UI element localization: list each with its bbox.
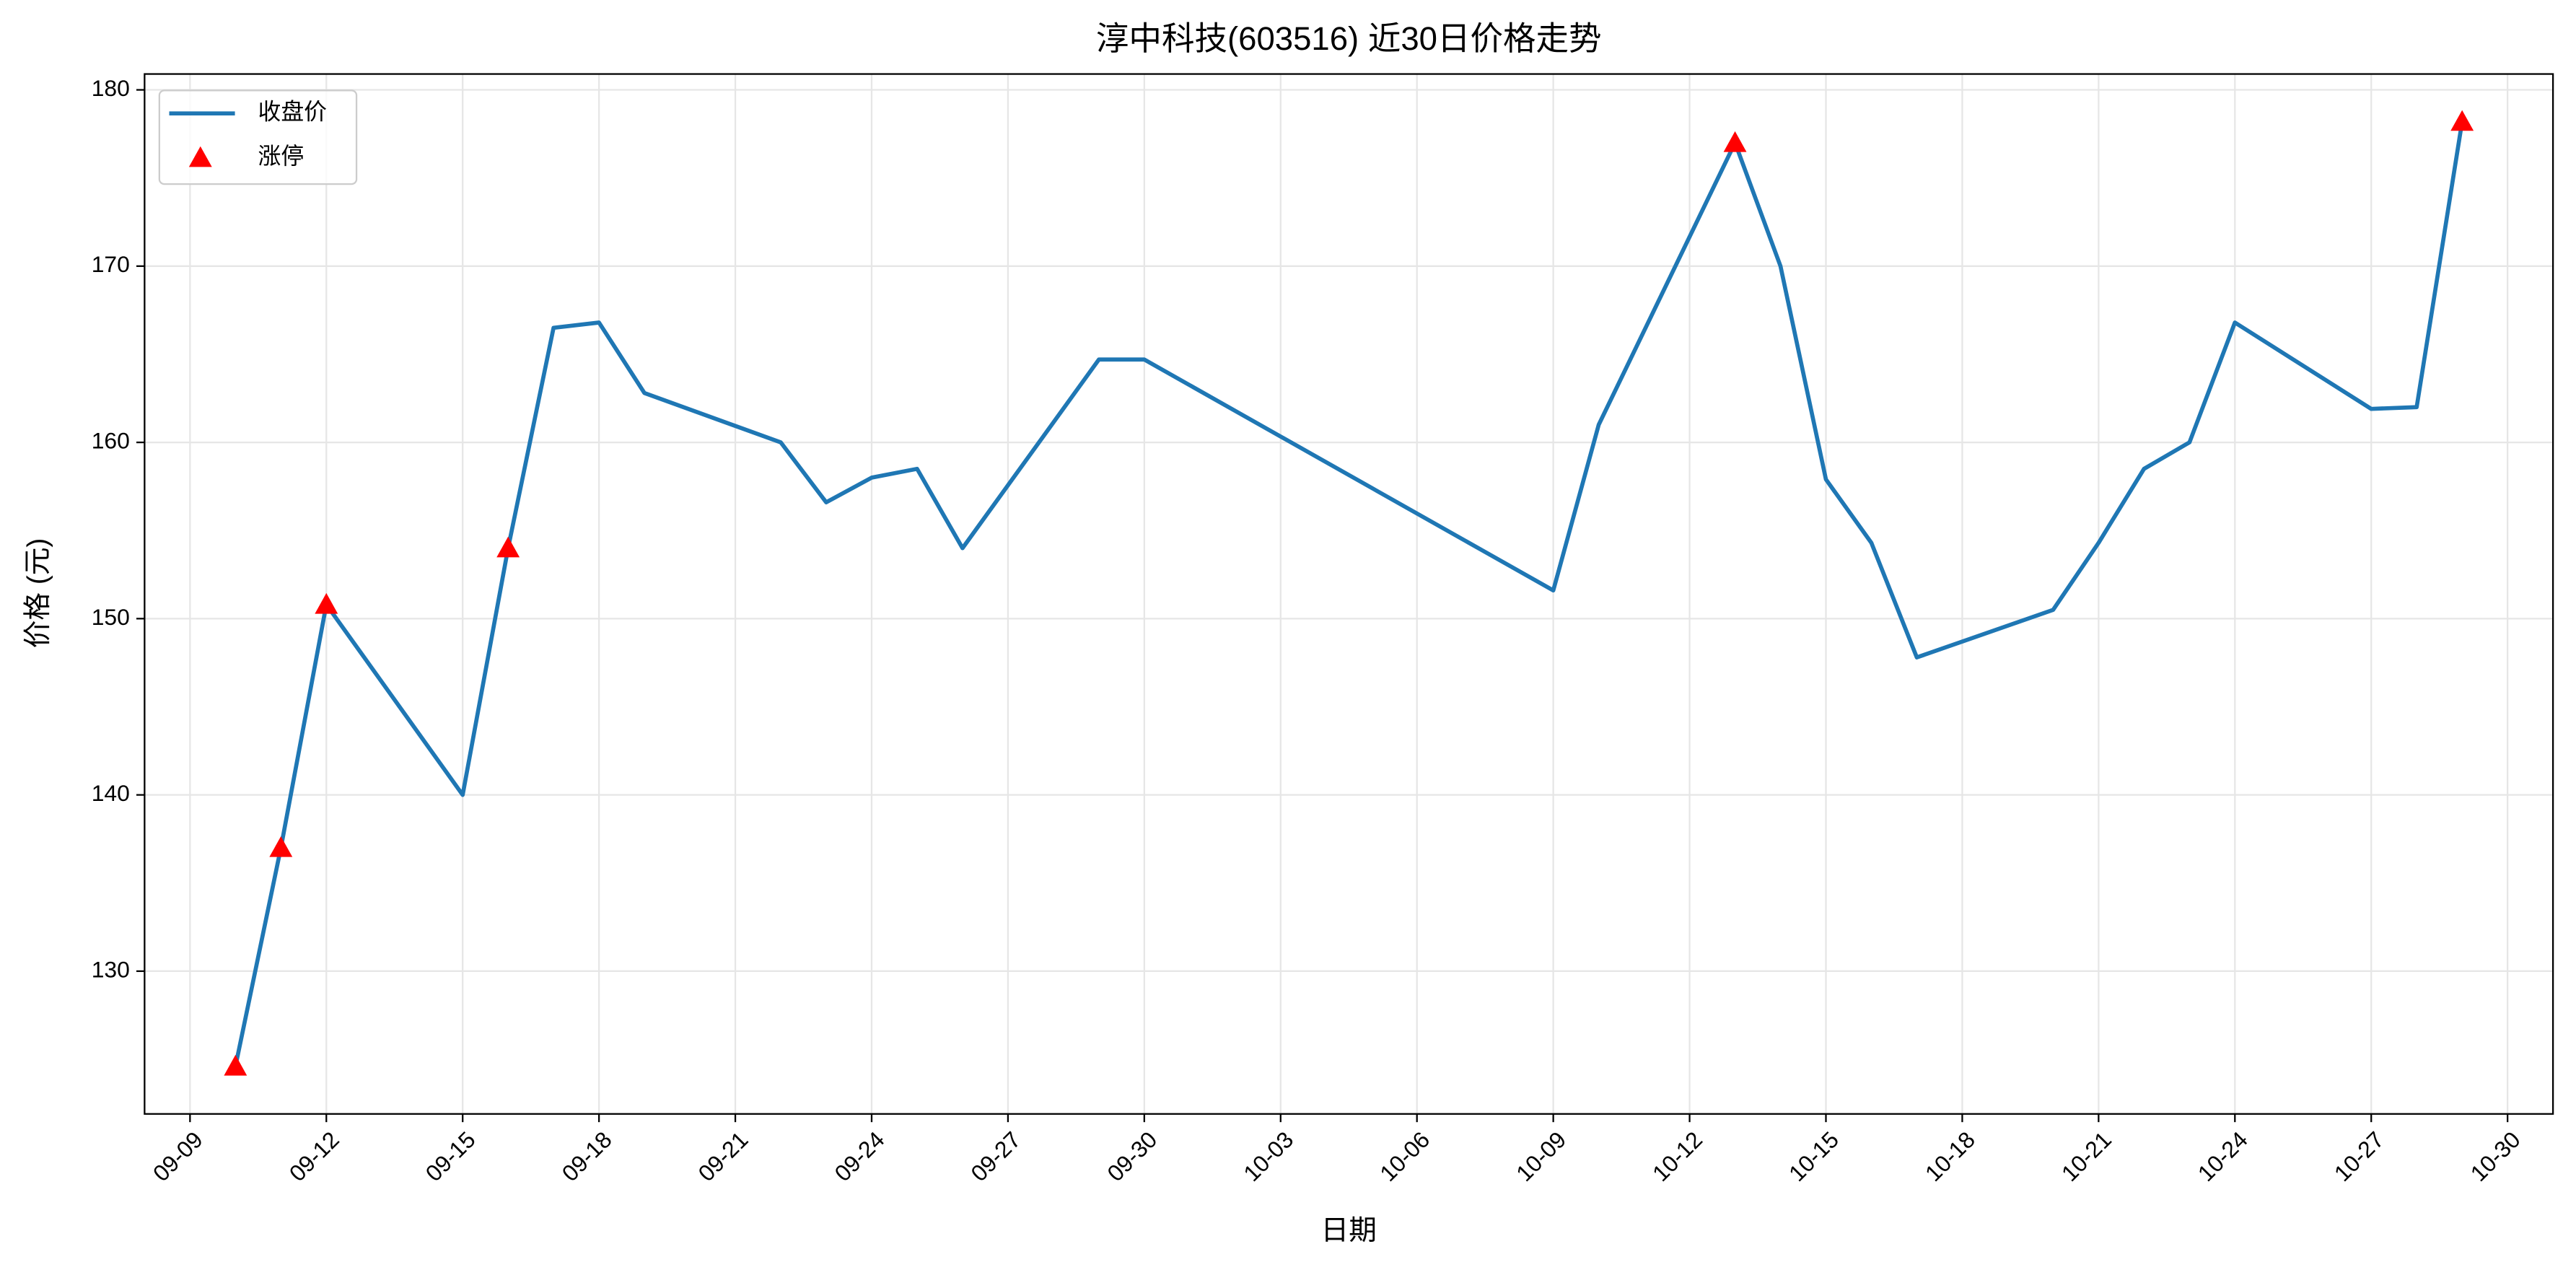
limit-up-marker [496, 536, 520, 558]
limit-up-marker [2450, 110, 2474, 131]
legend-swatch [188, 146, 212, 167]
legend-label: 涨停 [258, 143, 304, 169]
y-tick-label: 160 [92, 428, 130, 454]
price-line [233, 121, 2464, 1067]
y-tick-label: 140 [92, 780, 130, 806]
x-axis-label: 日期 [1321, 1215, 1377, 1246]
legend-label: 收盘价 [258, 99, 327, 125]
limit-up-marker [1723, 131, 1747, 152]
limit-up-marker [224, 1054, 247, 1076]
limit-up-marker [269, 836, 293, 857]
y-axis-label: 价格 (元) [22, 538, 53, 649]
y-tick-label: 170 [92, 251, 130, 277]
y-tick-label: 130 [92, 956, 130, 982]
chart-title: 淳中科技(603516) 近30日价格走势 [1096, 20, 1602, 57]
y-tick-label: 150 [92, 604, 130, 630]
y-tick-label: 180 [92, 75, 130, 101]
limit-up-marker [315, 592, 338, 614]
plot-frame [144, 73, 2554, 1115]
